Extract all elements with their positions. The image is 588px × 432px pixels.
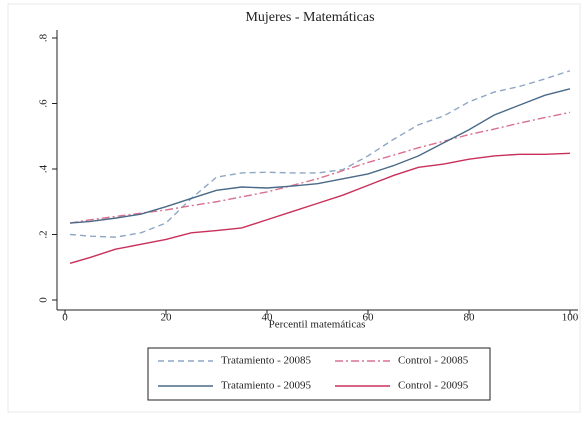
y-tick-label: 0 [38, 297, 50, 303]
y-tick-label: .4 [38, 164, 50, 173]
line-series [69, 70, 571, 238]
legend-label: Tratamiento - 20085 [221, 355, 312, 367]
line-series [69, 88, 571, 224]
x-tick-label: 0 [62, 312, 68, 324]
x-axis-label: Percentil matemáticas [269, 319, 366, 331]
x-tick-label: 40 [262, 312, 274, 324]
legend-label: Control - 20085 [398, 355, 469, 367]
chart-title: Mujeres - Matemáticas [245, 10, 374, 25]
x-tick-label: 80 [464, 312, 476, 324]
x-tick-label: 20 [161, 312, 173, 324]
line-series [69, 152, 571, 264]
x-tick-label: 100 [562, 312, 579, 324]
legend [147, 347, 491, 401]
legend-label: Tratamiento - 20095 [221, 380, 312, 392]
chart-frame [7, 3, 581, 413]
legend-label: Control - 20095 [398, 380, 469, 392]
y-tick-label: .8 [38, 33, 50, 42]
line-series [69, 111, 571, 224]
y-tick-label: .6 [38, 99, 50, 108]
y-tick-label: .2 [38, 230, 50, 238]
x-tick-label: 60 [363, 312, 375, 324]
